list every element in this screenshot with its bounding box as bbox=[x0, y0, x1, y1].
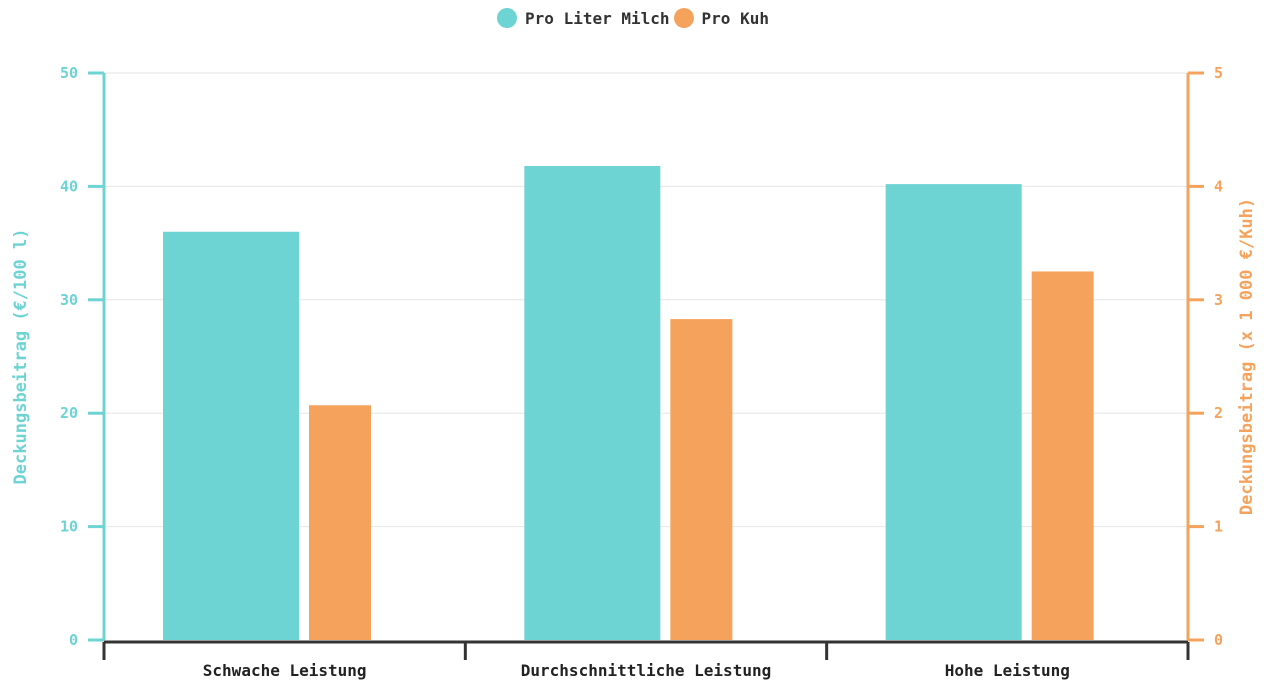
bar-pro-liter-milch[interactable] bbox=[885, 184, 1022, 640]
right-tick-label: 0 bbox=[1214, 631, 1223, 649]
bar-pro-liter-milch[interactable] bbox=[163, 231, 299, 640]
left-tick-label: 40 bbox=[60, 177, 78, 195]
right-tick-label: 4 bbox=[1214, 177, 1223, 195]
legend-label-liter: Pro Liter Milch bbox=[525, 8, 670, 28]
right-axis-title: Deckungsbeitrag (x 1 000 €/Kuh) bbox=[1237, 198, 1257, 515]
bars bbox=[163, 165, 1094, 640]
legend-label-kuh: Pro Kuh bbox=[701, 8, 769, 28]
bar-pro-kuh[interactable] bbox=[309, 405, 371, 640]
x-tick-label: Durchschnittliche Leistung bbox=[521, 661, 771, 680]
x-tick-label: Schwache Leistung bbox=[203, 661, 367, 680]
right-tick-label: 1 bbox=[1214, 518, 1223, 536]
bar-pro-liter-milch[interactable] bbox=[524, 165, 661, 640]
legend-item-kuh[interactable]: Pro Kuh bbox=[673, 8, 769, 28]
bar-pro-kuh[interactable] bbox=[670, 319, 733, 640]
left-tick-label: 0 bbox=[69, 631, 78, 649]
axes: 0 10 20 30 40 50 0 1 2 3 4 5 Deckungsbeitrag (€/100 … bbox=[11, 64, 1257, 680]
left-tick-label: 30 bbox=[60, 291, 78, 309]
legend-item-liter[interactable]: Pro Liter Milch bbox=[497, 8, 670, 28]
left-axis-title: Deckungsbeitrag (€/100 l) bbox=[11, 229, 31, 485]
left-tick-label: 50 bbox=[60, 64, 78, 82]
legend-dot-kuh bbox=[673, 8, 694, 28]
right-tick-label: 5 bbox=[1214, 64, 1223, 82]
right-tick-label: 2 bbox=[1214, 404, 1223, 422]
x-tick-label: Hohe Leistung bbox=[945, 661, 1070, 680]
right-tick-label: 3 bbox=[1214, 291, 1223, 309]
legend-dot-liter bbox=[497, 8, 518, 28]
legend: Pro Liter Milch Pro Kuh bbox=[0, 8, 1266, 28]
bar-pro-kuh[interactable] bbox=[1031, 271, 1094, 640]
left-tick-label: 20 bbox=[60, 404, 78, 422]
left-tick-label: 10 bbox=[60, 518, 78, 536]
